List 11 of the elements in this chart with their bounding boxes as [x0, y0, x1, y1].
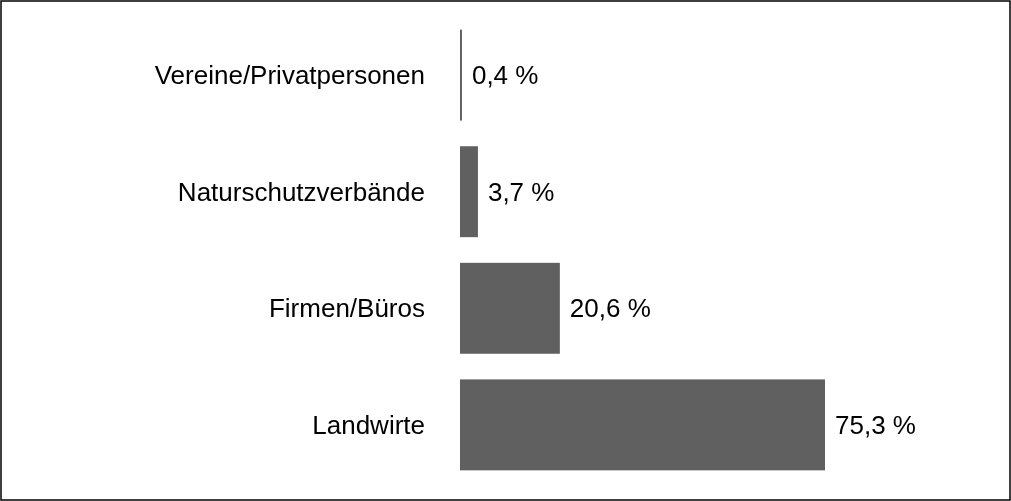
y-tick-label: Firmen/Büros: [268, 293, 425, 324]
y-tick-label: Landwirte: [312, 409, 425, 440]
data-label: 75,3 %: [835, 409, 916, 440]
data-label: 20,6 %: [569, 293, 651, 324]
bar: [460, 146, 478, 238]
data-label: 0,4 %: [471, 60, 539, 91]
y-tick-label: Naturschutzverbände: [177, 176, 425, 207]
bar: [460, 379, 825, 471]
data-label: 3,7 %: [487, 176, 555, 207]
bar: [460, 262, 560, 354]
y-tick-label: Vereine/Privatpersonen: [154, 60, 425, 91]
